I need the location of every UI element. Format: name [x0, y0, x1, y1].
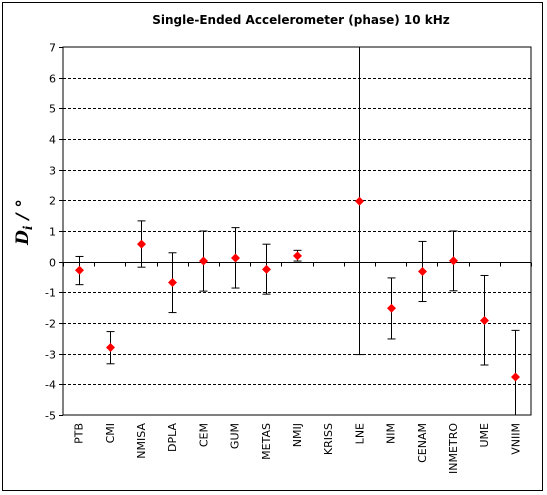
- data-point-marker: [418, 266, 427, 276]
- category-label: INMETRO: [447, 423, 460, 474]
- category-label: NIM: [385, 423, 398, 444]
- chart-title: Single-Ended Accelerometer (phase) 10 kH…: [152, 13, 450, 27]
- category-label: DPLA: [166, 423, 179, 452]
- y-tick-label: 2: [49, 195, 56, 208]
- chart-frame: [2, 2, 543, 491]
- data-point-marker: [355, 196, 364, 206]
- y-axis-label-symbol: D: [13, 230, 33, 246]
- data-point-marker: [168, 278, 177, 288]
- data-point-marker: [387, 303, 396, 313]
- y-axis-label-unit: / °: [13, 199, 33, 226]
- category-label: KRISS: [322, 423, 335, 455]
- plot-area: 7 6 5 4 3 2 1 0 -1 -2 -3 -4 -5 PTB CMI NMISA DPLA CEM GUM M…: [45, 42, 532, 474]
- data-point-marker: [293, 251, 302, 261]
- data-point-marker: [511, 372, 520, 382]
- data-point-marker: [231, 253, 240, 263]
- y-axis-label: Di / °: [13, 199, 35, 246]
- category-label: METAS: [260, 423, 273, 460]
- y-tick-label: 4: [49, 134, 56, 147]
- y-tick-label: 3: [49, 165, 56, 178]
- category-label: CEM: [197, 423, 210, 447]
- y-tick-label: 7: [49, 42, 56, 55]
- category-label: CENAM: [416, 423, 429, 463]
- category-label: UME: [478, 423, 491, 448]
- y-axis-label-subscript: i: [21, 225, 35, 230]
- y-tick-label: -2: [45, 318, 56, 331]
- category-label: NMISA: [135, 423, 148, 459]
- category-label: PTB: [73, 423, 86, 444]
- category-label: CMI: [104, 423, 117, 443]
- y-tick-label: -4: [45, 379, 56, 392]
- data-point-marker: [480, 316, 489, 326]
- category-label: VNIIM: [509, 423, 522, 455]
- y-tick-label: -5: [45, 410, 56, 423]
- category-label: LNE: [353, 423, 366, 444]
- data-point-marker: [262, 264, 271, 274]
- data-point-marker: [199, 256, 208, 266]
- y-tick-label: 1: [49, 226, 56, 239]
- y-tick-label: 0: [49, 257, 56, 270]
- data-point-marker: [106, 343, 115, 353]
- y-tick-label: -3: [45, 349, 56, 362]
- data-point-marker: [449, 256, 458, 266]
- category-label: NMIJ: [291, 423, 304, 447]
- y-tick-label: 5: [49, 103, 56, 116]
- y-tick-label: -1: [45, 287, 56, 300]
- category-label: GUM: [229, 423, 242, 449]
- y-tick-label: 6: [49, 73, 56, 86]
- data-point-marker: [75, 265, 84, 275]
- data-point-marker: [137, 239, 146, 249]
